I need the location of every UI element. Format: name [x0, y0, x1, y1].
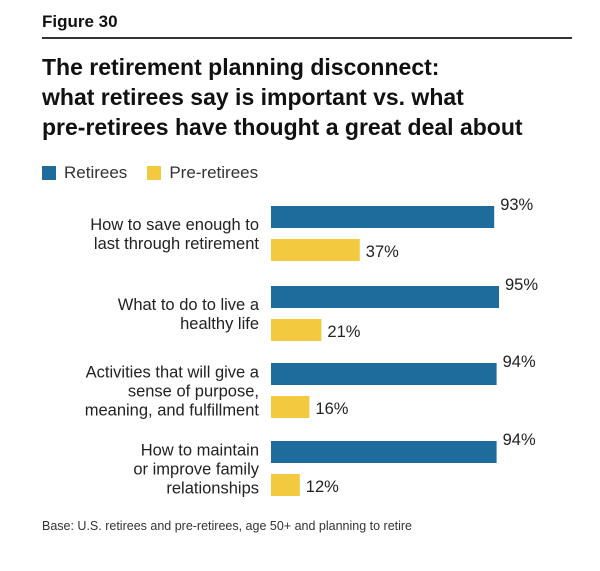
chart-title: The retirement planning disconnect: what…	[42, 52, 582, 142]
data-label: 12%	[306, 478, 339, 496]
category-label: Activities that will give a	[86, 364, 260, 382]
category-label: sense of purpose,	[128, 383, 259, 401]
title-line: The retirement planning disconnect:	[42, 54, 440, 80]
bar-retirees	[271, 363, 497, 385]
base-note: Base: U.S. retirees and pre-retirees, ag…	[42, 519, 413, 533]
category-label: How to maintain	[141, 442, 259, 460]
category-label: relationships	[166, 480, 259, 498]
data-label: 21%	[327, 323, 360, 341]
bar-pre-retirees	[271, 396, 310, 418]
title-rule	[42, 37, 572, 39]
legend-item-retirees: Retirees	[42, 163, 127, 183]
category-label: healthy life	[180, 315, 259, 333]
bar-retirees	[271, 206, 495, 228]
category-label: last through retirement	[94, 235, 259, 253]
legend-swatch-retirees	[42, 166, 56, 180]
category-label: or improve family	[133, 461, 259, 479]
data-label: 16%	[315, 400, 348, 418]
bar-pre-retirees	[271, 474, 300, 496]
data-label: 37%	[366, 243, 399, 261]
figure-label: Figure 30	[42, 12, 118, 31]
legend-label-pre-retirees: Pre-retirees	[169, 163, 259, 182]
category-label: How to save enough to	[90, 216, 259, 234]
legend-label-retirees: Retirees	[64, 163, 128, 182]
title-line: what retirees say is important vs. what	[42, 84, 464, 110]
bar-retirees	[271, 441, 497, 463]
data-label: 94%	[503, 431, 536, 449]
title-line: pre-retirees have thought a great deal a…	[42, 114, 523, 140]
legend: Retirees Pre-retirees	[42, 163, 278, 183]
data-label: 94%	[503, 353, 536, 371]
category-label: What to do to live a	[118, 296, 260, 314]
bar-pre-retirees	[271, 239, 360, 261]
bar-pre-retirees	[271, 319, 322, 341]
data-label: 95%	[505, 276, 538, 294]
bar-retirees	[271, 286, 499, 308]
legend-item-pre-retirees: Pre-retirees	[147, 163, 258, 183]
legend-swatch-pre-retirees	[147, 166, 162, 180]
category-label: meaning, and fulfillment	[85, 402, 260, 420]
data-label: 93%	[500, 196, 533, 214]
